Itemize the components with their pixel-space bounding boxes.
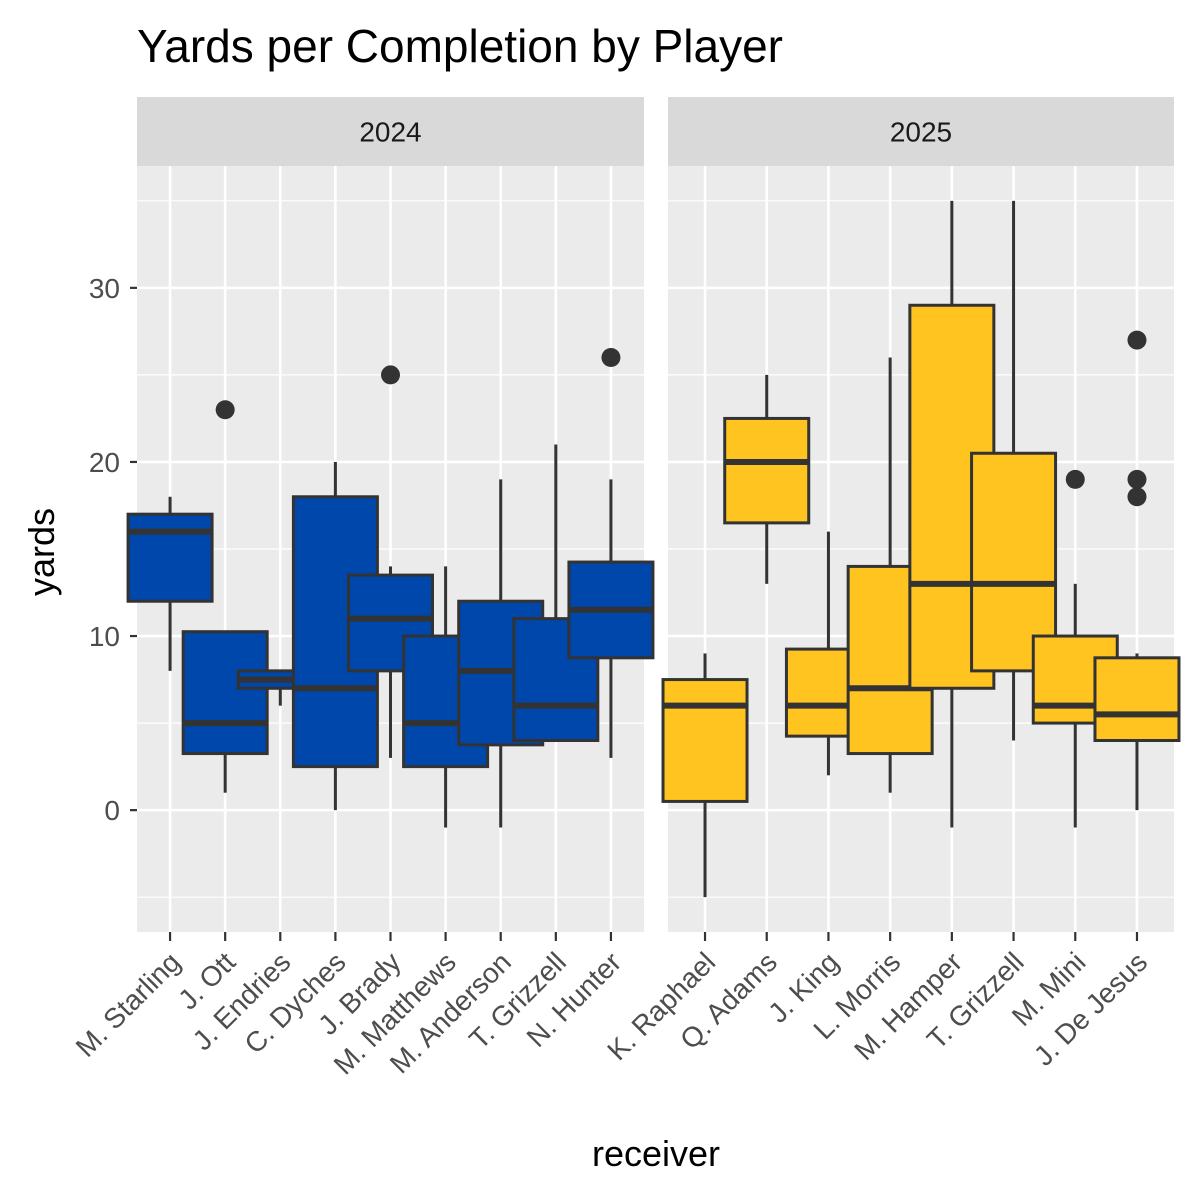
facet-strip	[668, 97, 1174, 166]
box-k-raphael	[661, 653, 749, 898]
outlier-point	[1065, 469, 1085, 489]
facet-strip	[137, 97, 644, 166]
outlier-point	[215, 400, 235, 420]
box-j-de-jesus	[1093, 330, 1181, 811]
y-tick-label: 0	[104, 795, 120, 826]
outlier-point	[1127, 330, 1147, 350]
x-tick-label: M. Starling	[70, 946, 187, 1063]
box-j-ott	[181, 400, 269, 793]
y-axis-title: yards	[21, 508, 62, 596]
box-body	[126, 512, 214, 603]
box-body	[723, 416, 811, 525]
y-tick-label: 10	[89, 621, 120, 652]
y-tick-label: 20	[89, 447, 120, 478]
y-tick-label: 30	[89, 273, 120, 304]
chart-title: Yards per Completion by Player	[137, 20, 783, 72]
outlier-point	[1127, 469, 1147, 489]
facet-strip-label: 2025	[890, 117, 952, 148]
outlier-point	[381, 365, 400, 385]
outlier-point	[1127, 487, 1147, 507]
box-m-starling	[126, 496, 214, 671]
box-body	[1093, 656, 1181, 743]
x-axis-title: receiver	[592, 1133, 720, 1174]
y-axis: 0 10 20 30	[89, 273, 137, 826]
facet-strip-label: 2024	[359, 117, 421, 148]
box-l-morris	[846, 357, 934, 793]
box-body	[181, 630, 269, 756]
outlier-point	[601, 348, 621, 367]
box-n-hunter	[567, 348, 655, 758]
box-body	[661, 678, 749, 803]
box-q-adams	[723, 374, 811, 584]
